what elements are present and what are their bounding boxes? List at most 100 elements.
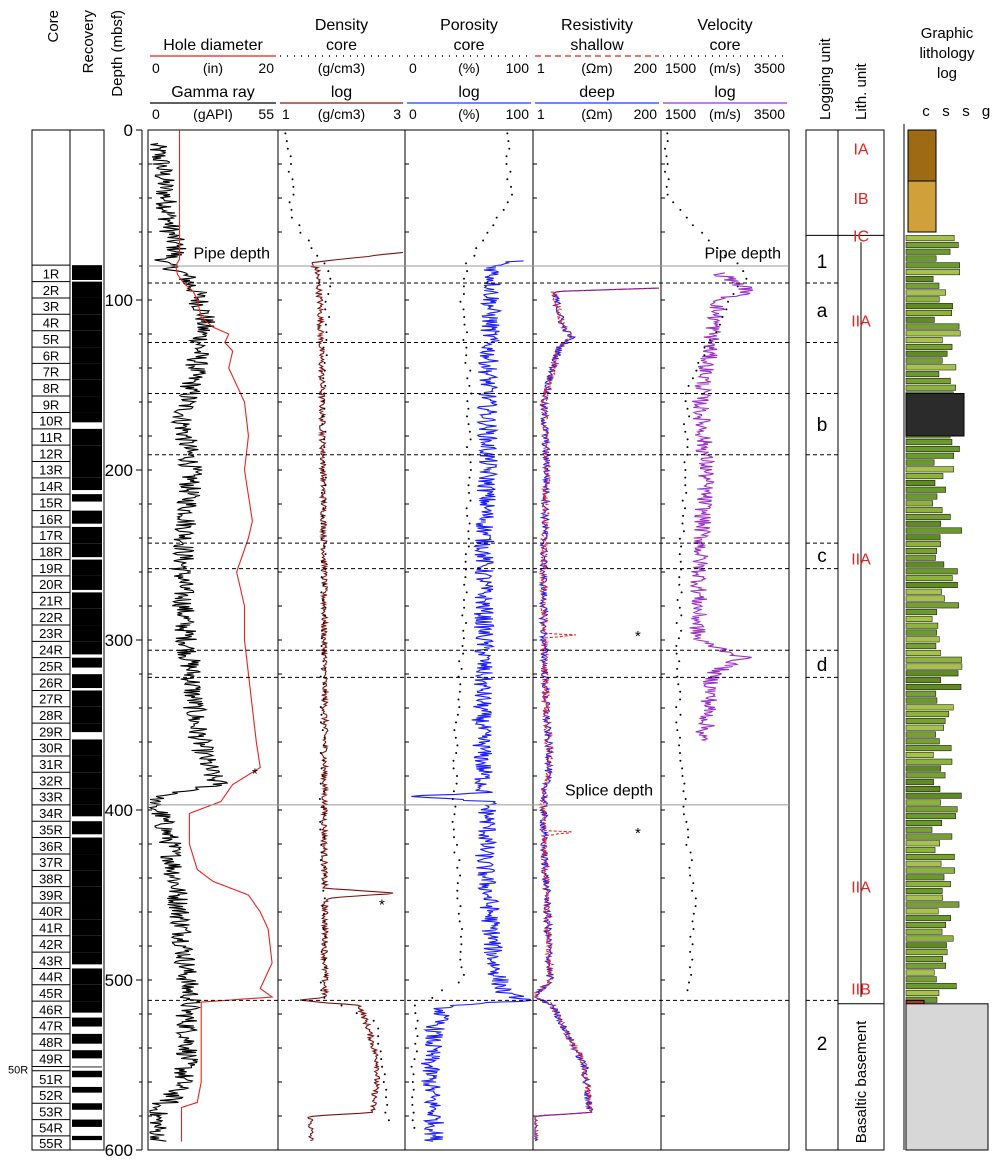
- core-sample-point: [323, 866, 326, 869]
- core-sample-point: [687, 836, 690, 839]
- recovery-bar: [72, 902, 102, 920]
- core-sample-point: [745, 277, 748, 280]
- track-core-sub: shallow: [570, 37, 624, 54]
- lithology-layer: [905, 663, 963, 670]
- core-sample-point: [323, 736, 326, 739]
- core-sample-point: [675, 721, 678, 724]
- core-sample-point: [411, 1081, 414, 1083]
- core-sample-point: [462, 629, 465, 632]
- lithology-layer: [905, 452, 954, 459]
- core-sample-point: [381, 1065, 384, 1068]
- depth-tick-label: 0: [124, 121, 133, 140]
- core-sample-point: [462, 293, 465, 295]
- lithology-layer: [905, 765, 942, 772]
- lithology-layer: [905, 751, 934, 758]
- core-label: 8R: [43, 381, 60, 396]
- lithology-layer: [905, 439, 953, 446]
- lithology-layer: [905, 969, 935, 976]
- core-sample-point: [321, 652, 324, 655]
- core-sample-point: [416, 1019, 419, 1022]
- core-sample-point: [319, 721, 322, 724]
- lithology-layer: [905, 785, 941, 792]
- core-sample-point: [678, 576, 681, 579]
- lithology-layer: [905, 493, 938, 500]
- core-sample-point: [324, 667, 327, 670]
- lithology-layer: [905, 643, 937, 650]
- recovery-bar: [72, 347, 102, 364]
- track-core-sub: core: [326, 37, 357, 54]
- core-label: 25R: [39, 659, 63, 674]
- core-sample-point: [679, 736, 681, 739]
- core-sample-point: [459, 874, 462, 877]
- lithology-layer: [905, 371, 940, 378]
- series-density-log: [299, 251, 404, 1142]
- core-label: 26R: [39, 675, 63, 690]
- core-sample-point: [322, 744, 325, 747]
- core-sample-point: [455, 721, 457, 724]
- track-core-unit: (in): [203, 60, 223, 76]
- core-sample-point: [413, 1126, 416, 1129]
- lithology-layer: [905, 309, 952, 316]
- lithology-layer: [905, 384, 956, 391]
- track-porosity: Porosity core 0 (%) 100 log 0 (%) 100: [404, 17, 534, 1151]
- lithology-layer: [905, 364, 957, 371]
- core-sample-point: [678, 553, 681, 556]
- recovery-bar: [72, 559, 102, 576]
- core-sample-point: [725, 308, 728, 311]
- core-label: 45R: [39, 986, 63, 1001]
- core-sample-point: [678, 537, 681, 540]
- lithology-layer: [905, 350, 948, 357]
- track-core-min: 1: [537, 60, 545, 76]
- track-log-min: 1: [537, 106, 545, 122]
- core-label: 27R: [39, 692, 63, 707]
- core-sample-point: [320, 645, 323, 647]
- core-sample-point: [727, 300, 729, 303]
- lithology-layer: [905, 697, 938, 704]
- core-sample-point: [452, 759, 455, 762]
- core-sample-point: [380, 1058, 383, 1061]
- core-sample-point: [681, 775, 684, 777]
- core-label: 7R: [43, 365, 60, 380]
- lith-unit-frame: [837, 129, 885, 1151]
- core-sample-point: [508, 147, 511, 150]
- core-sample-point: [455, 782, 458, 785]
- recovery-header: Recovery: [80, 10, 97, 74]
- recovery-bar: [72, 412, 102, 423]
- core-sample-point: [495, 216, 498, 219]
- core-label: 34R: [39, 806, 63, 821]
- lithology-layer: [905, 928, 943, 935]
- core-sample-point: [676, 599, 679, 601]
- recovery-bar: [72, 984, 102, 1002]
- core-sample-point: [288, 201, 291, 204]
- core-sample-point: [382, 1081, 385, 1083]
- core-sample-point: [292, 185, 295, 188]
- lith-unit-column: Lith. unit IA IB IC IIA IIA IIA IIB Basaltic bas…: [837, 62, 885, 1151]
- core-sample-point: [505, 155, 508, 158]
- core-sample-point: [457, 981, 460, 984]
- core-sample-point: [322, 346, 325, 349]
- core-sample-point: [320, 522, 323, 525]
- recovery-bar: [72, 281, 102, 298]
- core-sample-point: [703, 346, 706, 349]
- core-sample-point: [468, 491, 470, 494]
- recovery-bar: [72, 674, 102, 689]
- lithology-layer: [905, 779, 934, 786]
- core-sample-point: [415, 1050, 418, 1053]
- core-sample-point: [677, 637, 680, 640]
- lithology-layer: [905, 486, 946, 493]
- core-sample-point: [451, 820, 454, 823]
- lithology-layer: [905, 799, 941, 806]
- recovery-bar: [72, 788, 102, 805]
- core-sample-point: [463, 277, 465, 280]
- lithology-layer: [905, 738, 940, 745]
- core-sample-point: [322, 400, 325, 403]
- core-sample-point: [486, 231, 489, 234]
- track-core-min: 0: [152, 60, 160, 76]
- track-log-title: log: [458, 84, 479, 101]
- lithology-layer: [905, 377, 951, 384]
- lithology-layer: [907, 129, 937, 182]
- core-sample-point: [414, 1012, 417, 1015]
- core-sample-point: [678, 660, 681, 663]
- core-sample-point: [379, 1050, 382, 1053]
- track-core-max: 200: [634, 60, 658, 76]
